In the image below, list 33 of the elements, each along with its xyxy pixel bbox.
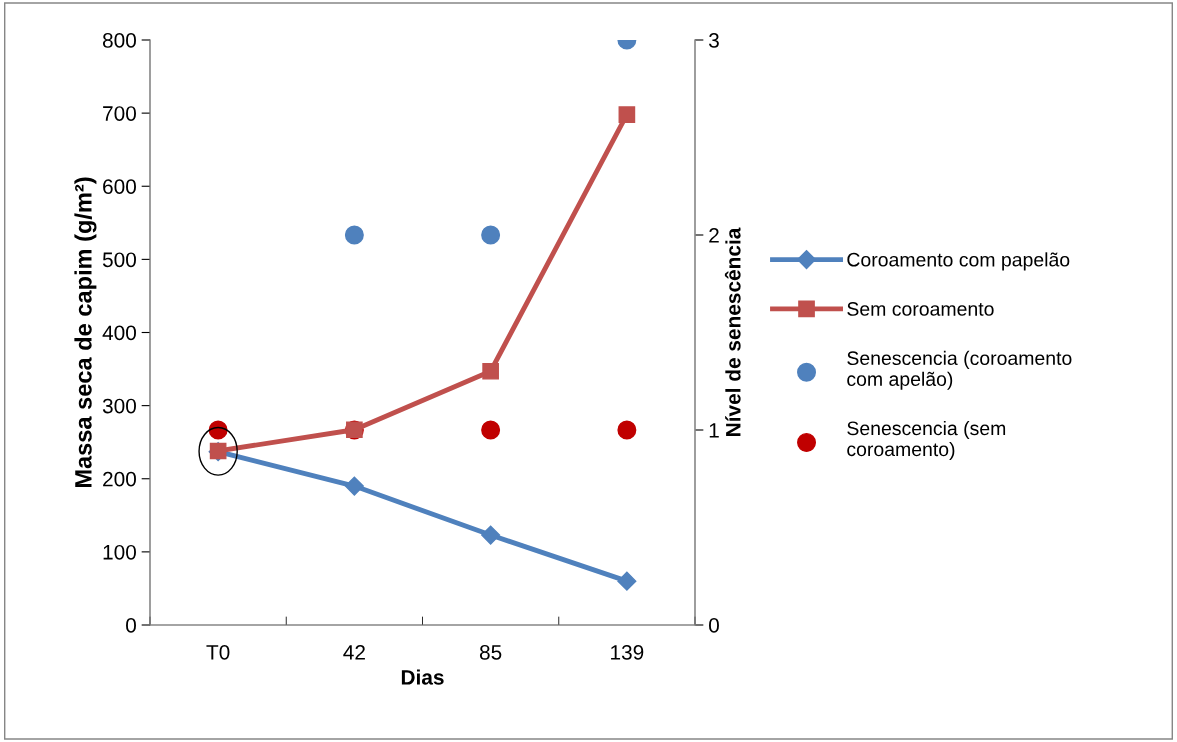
- point: [344, 476, 364, 496]
- y-tick-label: 0: [126, 618, 136, 633]
- y2-tick-label: 2: [709, 228, 719, 243]
- y2-tick-label: 0: [709, 618, 719, 633]
- legend-label: Senescencia (sem coroamento): [847, 420, 1006, 461]
- y-tick-label: 800: [102, 33, 136, 48]
- y2-tick-label: 1: [709, 423, 719, 438]
- legend-label: Sem coroamento: [847, 302, 994, 316]
- x-tick-label: 42: [343, 644, 365, 660]
- x-tick-label: 85: [479, 644, 502, 660]
- y2-axis-title: Nível de senescência: [724, 227, 741, 436]
- y2-tick-label: 3: [708, 33, 719, 48]
- y-tick-label: 500: [102, 252, 136, 268]
- y-tick-label: 700: [103, 106, 136, 121]
- point: [481, 525, 501, 545]
- y-tick-label: 300: [102, 398, 136, 414]
- y-tick-label: 100: [103, 544, 136, 560]
- legend-label: Coroamento com papelão: [847, 252, 1070, 271]
- y-tick-label: 200: [103, 471, 136, 487]
- point: [618, 106, 636, 123]
- point: [617, 571, 637, 591]
- point: [481, 225, 501, 245]
- legend-label: Senescencia (coroamento com apelão): [847, 350, 1072, 390]
- y-tick-label: 600: [103, 179, 136, 194]
- y-tick-label: 400: [102, 325, 136, 341]
- y-axis-title: Massa seca de capim (g/m²): [74, 177, 97, 488]
- x-tick-label: 139: [611, 644, 644, 660]
- point: [617, 420, 637, 440]
- point: [482, 362, 499, 380]
- x-axis-title: Dias: [401, 669, 444, 685]
- x-tick-label: T0: [206, 644, 230, 660]
- point: [344, 225, 364, 245]
- point: [481, 420, 501, 440]
